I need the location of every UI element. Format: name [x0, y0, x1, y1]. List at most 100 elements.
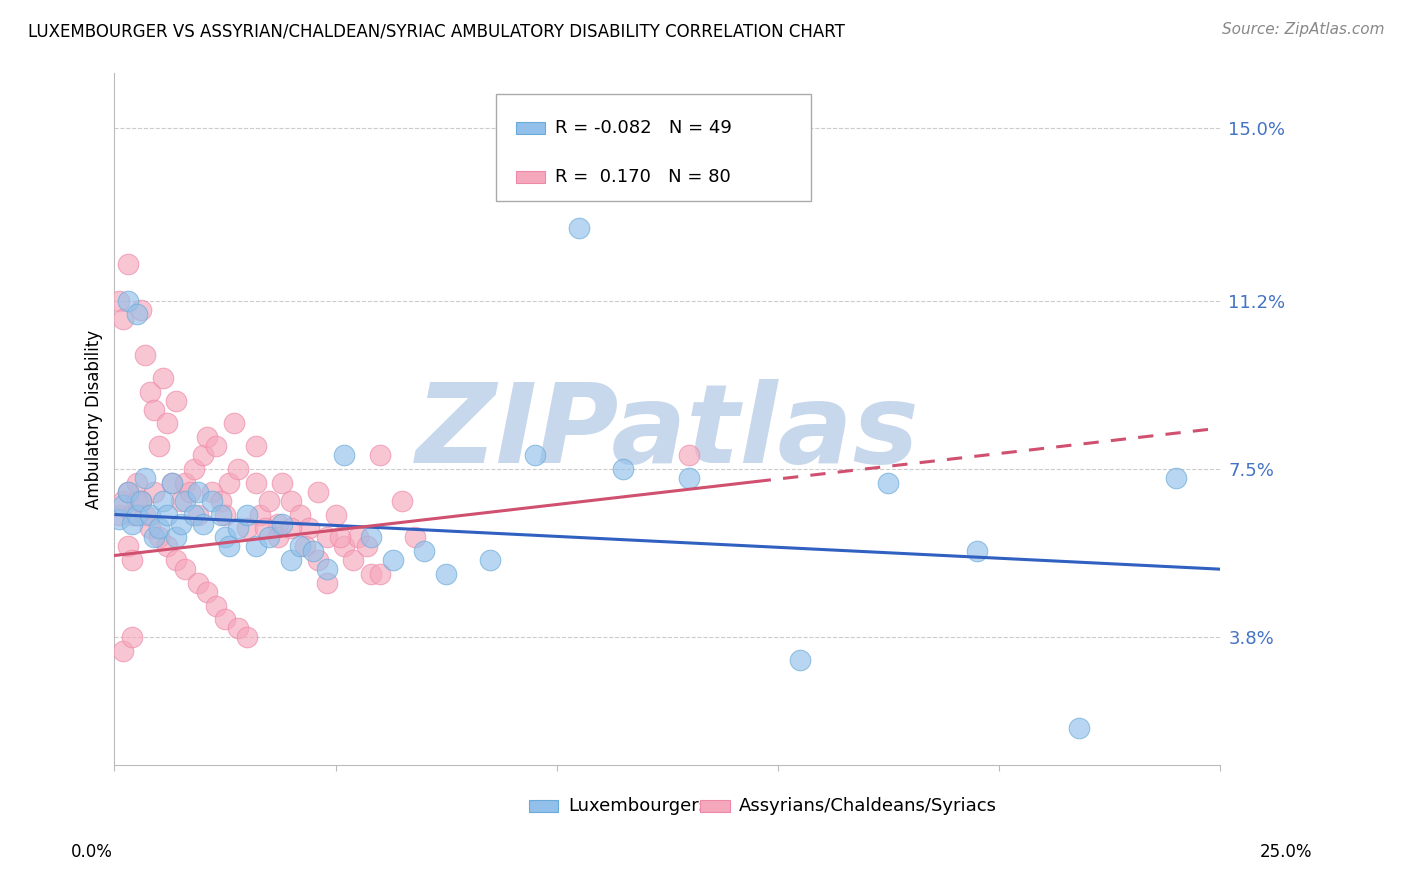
Point [148, 530, 170, 544]
Point [966, 544, 988, 558]
Point [271, 516, 294, 531]
Point [280, 494, 302, 508]
Point [678, 471, 700, 485]
Point [191, 516, 214, 531]
Bar [516, 171, 546, 184]
Point [201, 484, 224, 499]
Point [222, 417, 245, 431]
Point [404, 530, 426, 544]
Text: Assyrians/Chaldeans/Syriacs: Assyrians/Chaldeans/Syriacs [740, 797, 997, 815]
Point [226, 621, 249, 635]
Point [117, 257, 139, 271]
Point [1067, 722, 1090, 736]
Point [117, 484, 139, 499]
Text: R = -0.082   N = 49: R = -0.082 N = 49 [555, 119, 731, 137]
Point [148, 439, 170, 453]
Point [117, 484, 139, 499]
Point [129, 302, 152, 317]
Point [360, 566, 382, 581]
Point [382, 553, 405, 567]
Point [121, 631, 143, 645]
Point [245, 475, 267, 490]
Point [302, 544, 325, 558]
Point [479, 553, 502, 567]
Point [294, 540, 316, 554]
Point [195, 430, 218, 444]
Text: R =  0.170   N = 80: R = 0.170 N = 80 [555, 169, 731, 186]
Point [214, 612, 236, 626]
Point [187, 575, 209, 590]
Point [236, 521, 259, 535]
Point [125, 307, 148, 321]
Point [201, 494, 224, 508]
Point [165, 393, 187, 408]
Point [195, 585, 218, 599]
Point [165, 530, 187, 544]
Point [368, 566, 391, 581]
Point [342, 553, 364, 567]
Point [249, 508, 271, 522]
Point [568, 220, 591, 235]
Point [156, 540, 179, 554]
Point [134, 471, 156, 485]
Bar [529, 800, 558, 812]
Point [179, 484, 201, 499]
Point [226, 521, 249, 535]
Point [346, 530, 368, 544]
Point [205, 599, 228, 613]
Point [125, 494, 148, 508]
Text: ZIPatlas: ZIPatlas [415, 379, 920, 486]
Point [307, 553, 329, 567]
Point [187, 508, 209, 522]
Point [789, 653, 811, 667]
Point [315, 575, 337, 590]
Point [112, 644, 135, 658]
Point [139, 384, 162, 399]
Point [391, 494, 413, 508]
Point [877, 475, 900, 490]
Point [214, 508, 236, 522]
Text: 25.0%: 25.0% [1260, 843, 1313, 861]
Point [134, 348, 156, 362]
Text: Source: ZipAtlas.com: Source: ZipAtlas.com [1222, 22, 1385, 37]
Point [236, 508, 259, 522]
Text: 0.0%: 0.0% [70, 843, 112, 861]
Point [315, 562, 337, 576]
Point [298, 521, 321, 535]
Point [112, 499, 135, 513]
Point [257, 494, 280, 508]
Point [307, 484, 329, 499]
Point [245, 439, 267, 453]
Point [117, 540, 139, 554]
Bar [700, 800, 730, 812]
Point [329, 530, 352, 544]
Point [134, 508, 156, 522]
Point [191, 448, 214, 462]
Point [183, 462, 205, 476]
Bar [516, 122, 546, 134]
Point [315, 530, 337, 544]
Point [368, 448, 391, 462]
Point [156, 417, 179, 431]
Point [267, 516, 290, 531]
Point [678, 448, 700, 462]
Point [112, 311, 135, 326]
Point [280, 553, 302, 567]
Point [214, 530, 236, 544]
Point [360, 530, 382, 544]
Point [108, 508, 131, 522]
Point [152, 494, 174, 508]
Point [253, 521, 276, 535]
Point [129, 494, 152, 508]
Point [523, 448, 546, 462]
Point [209, 494, 232, 508]
Point [121, 508, 143, 522]
Point [434, 566, 457, 581]
Point [121, 553, 143, 567]
Point [183, 508, 205, 522]
Point [226, 462, 249, 476]
Point [108, 512, 131, 526]
Point [160, 475, 183, 490]
Y-axis label: Ambulatory Disability: Ambulatory Disability [86, 329, 103, 508]
Point [143, 402, 166, 417]
